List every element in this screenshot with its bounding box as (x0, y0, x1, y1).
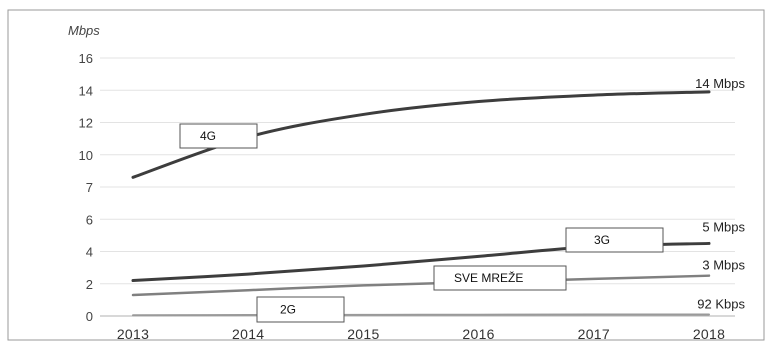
series-name-boxes: 4G 3G SVE MREŽE 2G (179, 123, 664, 323)
series-end-label: 3 Mbps (702, 258, 745, 273)
y-tick-label: 0 (86, 309, 93, 324)
x-tick-label: 2018 (693, 326, 725, 342)
y-tick-label: 6 (86, 212, 93, 227)
series-end-label: 92 Kbps (697, 297, 745, 312)
x-axis-ticks: 2013 2014 2015 2016 2017 2018 (117, 326, 725, 342)
x-tick-label: 2013 (117, 326, 149, 342)
x-tick-label: 2015 (347, 326, 379, 342)
y-axis-ticks: 0 2 4 6 7 10 12 14 16 (79, 51, 93, 324)
series-name-label: 4G (200, 129, 216, 143)
y-tick-label: 12 (79, 116, 93, 131)
label-box-frame (433, 265, 567, 291)
chart-frame (7, 9, 765, 341)
y-tick-label: 7 (86, 180, 93, 195)
series-end-labels: 14 Mbps 5 Mbps 3 Mbps 92 Kbps (695, 76, 745, 312)
series-label-box: 2G (256, 296, 345, 323)
label-box-frame (565, 227, 664, 253)
series-name-label: 3G (594, 233, 610, 247)
y-axis-unit-label: Mbps (68, 23, 100, 38)
x-tick-label: 2016 (462, 326, 494, 342)
series-label-box: 4G (179, 123, 258, 149)
series-name-label: SVE MREŽE (454, 270, 523, 285)
series-line-sve-mreže (131, 274, 711, 297)
x-tick-label: 2014 (232, 326, 264, 342)
x-tick-label: 2017 (578, 326, 610, 342)
series-name-label: 2G (280, 303, 296, 317)
y-tick-label: 4 (86, 245, 93, 260)
label-box-frame (179, 123, 258, 149)
y-tick-label: 14 (79, 83, 93, 98)
series-end-label: 5 Mbps (702, 219, 745, 234)
series-line-2g (132, 313, 710, 317)
y-tick-label: 16 (79, 51, 93, 66)
y-tick-label: 10 (79, 148, 93, 163)
series-end-label: 14 Mbps (695, 76, 745, 91)
series-label-box: SVE MREŽE (433, 265, 567, 291)
label-box-frame (256, 296, 345, 323)
gridlines (100, 57, 735, 317)
series-label-box: 3G (565, 227, 664, 253)
y-tick-label: 2 (86, 277, 93, 292)
